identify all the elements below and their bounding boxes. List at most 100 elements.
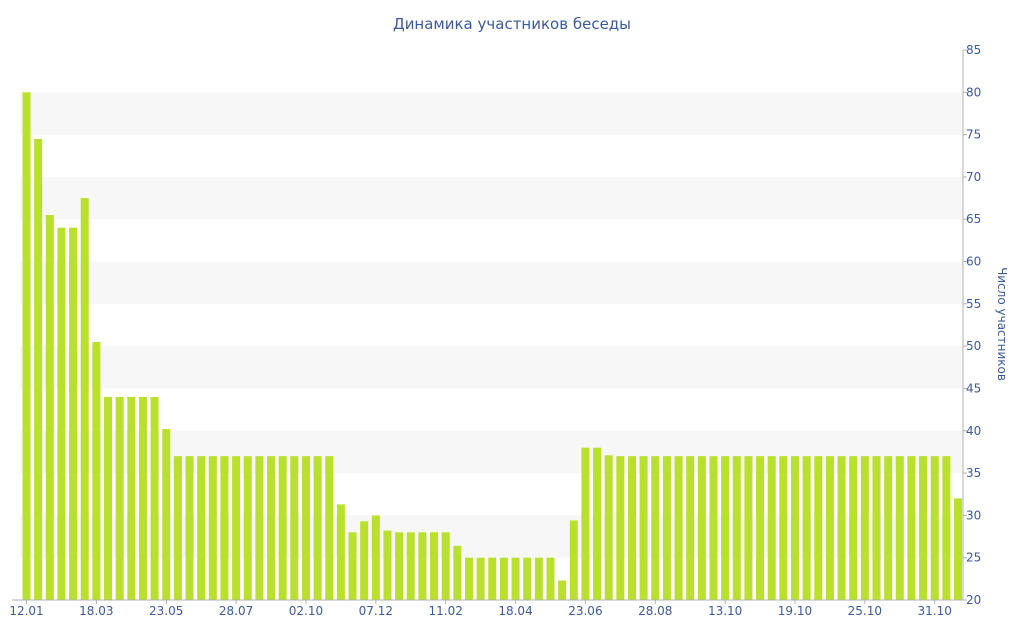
bar xyxy=(138,396,147,600)
x-tick-label: 23.05 xyxy=(149,604,183,618)
bar xyxy=(802,456,811,600)
grid-band xyxy=(20,261,963,304)
y-tick-label: 65 xyxy=(966,212,981,226)
x-tick-label: 19.10 xyxy=(778,604,812,618)
bar xyxy=(593,447,602,600)
bar xyxy=(872,456,881,600)
bar xyxy=(150,396,159,600)
y-tick-label: 75 xyxy=(966,128,981,142)
bar xyxy=(371,515,380,600)
bar xyxy=(441,532,450,600)
bar xyxy=(779,456,788,600)
bar xyxy=(360,521,369,600)
y-tick-label: 25 xyxy=(966,551,981,565)
grid-bands xyxy=(20,92,963,558)
x-tick-label: 13.10 xyxy=(708,604,742,618)
bar xyxy=(162,429,171,600)
bar xyxy=(814,456,823,600)
bar xyxy=(34,138,43,600)
bar xyxy=(383,530,392,600)
bar xyxy=(278,456,287,600)
bar xyxy=(825,456,834,600)
bar xyxy=(627,456,636,600)
bar xyxy=(115,396,124,600)
bar xyxy=(430,532,439,600)
y-tick-label: 35 xyxy=(966,466,981,480)
bar xyxy=(313,456,322,600)
x-tick-label: 12.01 xyxy=(9,604,43,618)
bar xyxy=(453,545,462,600)
bar xyxy=(674,456,683,600)
bar xyxy=(534,557,543,600)
bar xyxy=(127,396,136,600)
y-tick-label: 30 xyxy=(966,508,981,522)
chart-title: Динамика участников беседы xyxy=(393,15,631,33)
bars-group xyxy=(22,92,962,600)
bar xyxy=(709,456,718,600)
bar xyxy=(290,456,299,600)
bar xyxy=(336,504,345,600)
bar xyxy=(418,532,427,600)
bar xyxy=(395,532,404,600)
bar xyxy=(558,580,567,600)
y-tick-label: 85 xyxy=(966,43,981,57)
bar xyxy=(499,557,508,600)
y-tick-label: 40 xyxy=(966,424,981,438)
bar xyxy=(45,215,54,600)
grid-band xyxy=(20,176,963,220)
y-tick-label: 20 xyxy=(966,593,981,607)
y-axis: 20 25 30 35 40 45 50 55 60 65 70 75 80 85 xyxy=(962,43,981,607)
bar xyxy=(744,456,753,600)
bar xyxy=(80,198,89,600)
y-axis-label: Число участников xyxy=(995,267,1009,381)
bar xyxy=(686,456,695,600)
bar xyxy=(406,532,415,600)
bar xyxy=(907,456,916,600)
y-tick-label: 60 xyxy=(966,255,981,269)
bar xyxy=(581,447,590,600)
bar xyxy=(57,227,66,600)
bar xyxy=(243,456,252,600)
bar xyxy=(197,456,206,600)
bar xyxy=(895,456,904,600)
bar xyxy=(185,456,194,600)
bar xyxy=(662,456,671,600)
grid-band xyxy=(20,92,963,135)
x-tick-label: 31.10 xyxy=(918,604,952,618)
y-tick-label: 45 xyxy=(966,381,981,395)
bar xyxy=(220,456,229,600)
x-tick-label: 28.08 xyxy=(638,604,672,618)
x-tick-label: 25.10 xyxy=(848,604,882,618)
x-tick-label: 18.03 xyxy=(79,604,113,618)
bar xyxy=(721,456,730,600)
bar xyxy=(732,456,741,600)
bar xyxy=(173,456,182,600)
bar xyxy=(837,456,846,600)
bar xyxy=(860,456,869,600)
bar xyxy=(301,456,310,600)
bar xyxy=(790,456,799,600)
bar xyxy=(476,557,485,600)
bar xyxy=(849,456,858,600)
y-tick-label: 55 xyxy=(966,297,981,311)
bar xyxy=(767,456,776,600)
x-axis: 12.01 18.03 23.05 28.07 02.10 07.12 11.02 18.04… xyxy=(9,599,963,618)
bar xyxy=(651,456,660,600)
bar xyxy=(92,341,101,600)
bar xyxy=(523,557,532,600)
x-tick-label: 18.04 xyxy=(498,604,532,618)
bar xyxy=(942,456,951,600)
bar xyxy=(325,456,334,600)
x-tick-label: 28.07 xyxy=(219,604,253,618)
bar xyxy=(616,456,625,600)
bar xyxy=(697,456,706,600)
bar xyxy=(267,456,276,600)
bar xyxy=(464,557,473,600)
y-tick-label: 70 xyxy=(966,170,981,184)
bar xyxy=(546,557,555,600)
bar xyxy=(604,455,613,600)
x-tick-label: 02.10 xyxy=(289,604,323,618)
bar xyxy=(69,227,78,600)
bar xyxy=(488,557,497,600)
